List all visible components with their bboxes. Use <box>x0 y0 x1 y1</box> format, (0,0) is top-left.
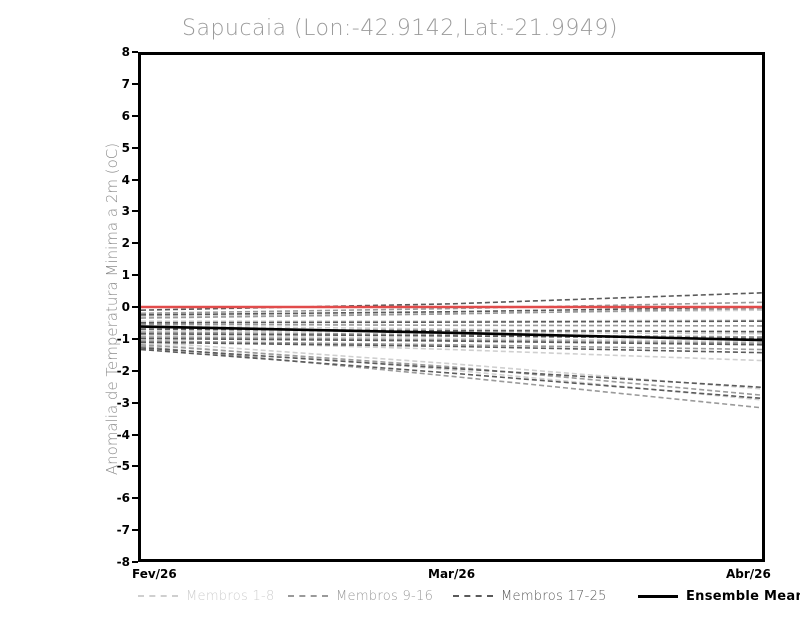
y-tick-label: -5 <box>116 459 130 474</box>
y-tick-mark <box>132 51 138 53</box>
legend-item[interactable]: Ensemble Mean <box>638 586 800 606</box>
x-tick-label: Mar/26 <box>428 567 476 581</box>
ensemble-member-line <box>141 321 762 323</box>
y-tick-mark <box>132 401 138 404</box>
y-tick-label: -3 <box>116 395 130 410</box>
y-tick-mark <box>132 82 138 85</box>
y-tick-label: 2 <box>121 236 130 251</box>
legend-line-swatch-icon <box>453 595 493 597</box>
ensemble-member-line <box>141 310 762 316</box>
y-tick-label: -1 <box>116 331 130 346</box>
y-tick-label: 6 <box>121 108 130 123</box>
legend-label: Membros 17-25 <box>501 588 607 604</box>
y-tick-mark <box>132 337 138 340</box>
ensemble-member-line <box>141 324 762 326</box>
legend-item[interactable]: Membros 1-8 <box>138 586 275 606</box>
y-tick-label: 4 <box>121 172 130 187</box>
y-tick-label: -4 <box>116 427 130 442</box>
y-tick-mark <box>132 369 138 372</box>
x-tick-label: Abr/26 <box>726 567 771 581</box>
y-tick-label: 1 <box>121 268 130 283</box>
page-title: Sapucaia (Lon:-42.9142,Lat:-21.9949) <box>182 16 618 41</box>
ensemble-member-line <box>141 348 762 387</box>
y-tick-label: 8 <box>121 45 130 59</box>
legend-item[interactable]: Membros 17-25 <box>453 586 607 606</box>
y-tick-mark <box>132 274 138 277</box>
y-tick-label: 3 <box>121 204 130 219</box>
y-tick-label: -2 <box>116 363 130 378</box>
y-tick-mark <box>132 178 138 181</box>
y-tick-mark <box>132 561 138 563</box>
y-tick-mark <box>132 146 138 149</box>
y-tick-label: 0 <box>121 300 130 314</box>
chart-legend: Membros 1-8 Membros 9-16 Membros 17-25 Ense… <box>138 586 800 606</box>
x-tick-label: Fev/26 <box>132 567 177 581</box>
y-tick-label: 7 <box>121 76 130 91</box>
y-tick-mark <box>132 497 138 500</box>
ensemble-member-line <box>141 345 762 395</box>
ensemble-mean-line <box>141 327 762 341</box>
plot-area <box>138 52 765 562</box>
legend-label: Ensemble Mean <box>686 588 800 604</box>
legend-line-swatch-icon <box>638 594 678 598</box>
legend-label: Membros 9-16 <box>336 588 434 604</box>
legend-line-swatch-icon <box>288 595 328 597</box>
y-tick-mark <box>132 529 138 532</box>
ensemble-member-line <box>141 342 762 352</box>
y-tick-mark <box>132 210 138 213</box>
y-tick-mark <box>132 114 138 117</box>
legend-item[interactable]: Membros 9-16 <box>288 586 433 606</box>
y-tick-label: 5 <box>121 140 130 155</box>
y-tick-label: -7 <box>116 523 130 538</box>
y-tick-mark <box>132 242 138 245</box>
y-tick-mark <box>132 465 138 468</box>
plot-lines <box>141 55 762 559</box>
ensemble-member-line <box>141 320 762 321</box>
legend-line-swatch-icon <box>138 595 178 597</box>
y-tick-label: -6 <box>116 491 130 506</box>
y-tick-mark <box>132 433 138 436</box>
ensemble-member-line <box>141 346 762 407</box>
y-tick-mark <box>132 306 138 308</box>
y-tick-label: -8 <box>116 555 130 569</box>
ensemble-member-line <box>141 339 762 345</box>
ensemble-member-line <box>141 309 762 318</box>
legend-label: Membros 1-8 <box>186 588 275 604</box>
ensemble-member-line <box>141 341 762 349</box>
ensemble-member-line <box>141 340 762 360</box>
